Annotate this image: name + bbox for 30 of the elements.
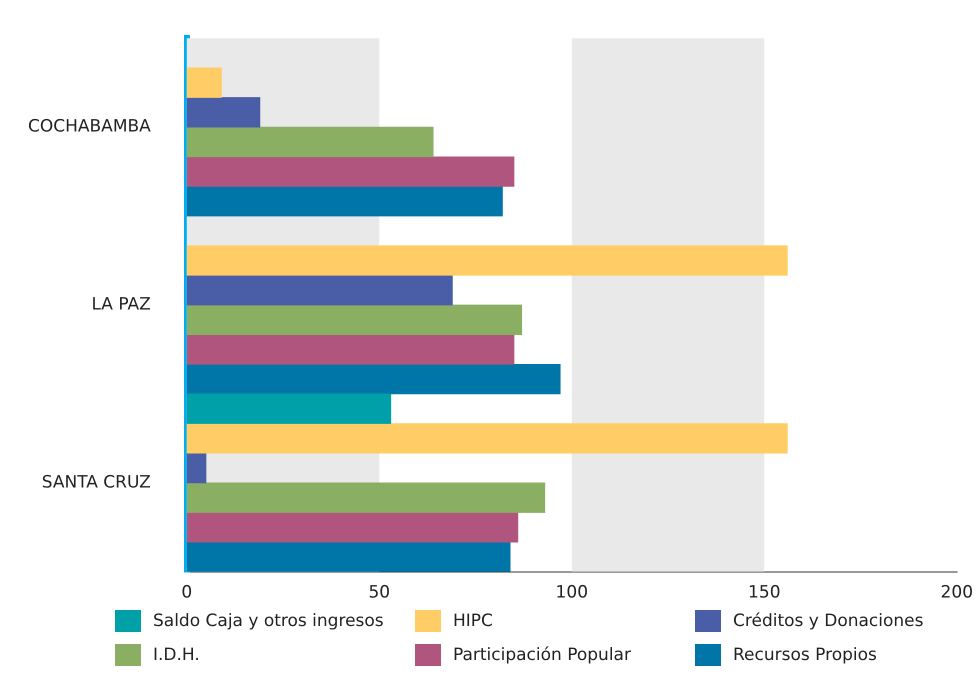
bar bbox=[186, 542, 511, 572]
bar bbox=[186, 97, 260, 128]
bar bbox=[186, 245, 788, 276]
bar bbox=[186, 364, 561, 394]
y-tick-label: LA PAZ bbox=[91, 294, 151, 314]
bar bbox=[186, 334, 514, 365]
bar bbox=[186, 394, 392, 424]
x-tick-label: 200 bbox=[940, 582, 974, 602]
bar bbox=[186, 156, 514, 187]
x-tick-label: 0 bbox=[181, 582, 192, 602]
legend-label: Recursos Propios bbox=[733, 645, 877, 665]
legend-label: I.D.H. bbox=[153, 645, 200, 665]
y-tick-label: COCHABAMBA bbox=[28, 116, 152, 137]
bar bbox=[186, 512, 518, 542]
x-tick-label: 150 bbox=[748, 582, 781, 602]
x-tick-label: 100 bbox=[556, 582, 588, 602]
x-tick-label: 50 bbox=[368, 582, 390, 602]
legend-label: Participación Popular bbox=[453, 645, 631, 665]
bar bbox=[186, 68, 222, 98]
bar bbox=[186, 304, 522, 335]
y-tick-label: SANTA CRUZ bbox=[42, 472, 151, 492]
bar bbox=[186, 186, 503, 216]
legend-label: Saldo Caja y otros ingresos bbox=[153, 611, 384, 631]
legend-label: HIPC bbox=[453, 611, 493, 631]
bar bbox=[186, 452, 206, 484]
bar bbox=[186, 275, 453, 306]
bar bbox=[186, 126, 434, 158]
legend-label: Créditos y Donaciones bbox=[733, 611, 924, 631]
bar bbox=[186, 482, 546, 513]
bar bbox=[186, 423, 788, 454]
